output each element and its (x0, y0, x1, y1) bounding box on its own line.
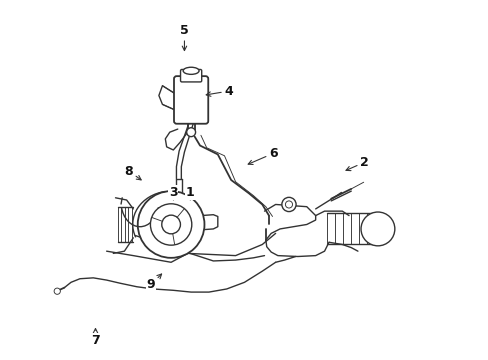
Circle shape (186, 128, 195, 137)
Circle shape (54, 288, 60, 294)
Text: 1: 1 (185, 186, 194, 199)
Text: 4: 4 (206, 85, 233, 98)
FancyBboxPatch shape (180, 69, 201, 82)
Text: 7: 7 (91, 329, 100, 347)
FancyBboxPatch shape (174, 76, 208, 124)
Circle shape (360, 212, 394, 246)
Text: 5: 5 (180, 24, 188, 50)
Circle shape (138, 191, 204, 258)
Text: 2: 2 (346, 156, 368, 171)
Circle shape (162, 215, 180, 234)
Circle shape (150, 204, 191, 245)
Circle shape (285, 201, 292, 208)
Circle shape (281, 197, 296, 212)
Text: 9: 9 (146, 274, 161, 291)
Text: 3: 3 (169, 186, 177, 199)
Ellipse shape (183, 67, 199, 75)
Text: 6: 6 (248, 147, 277, 165)
Text: 8: 8 (124, 165, 141, 180)
